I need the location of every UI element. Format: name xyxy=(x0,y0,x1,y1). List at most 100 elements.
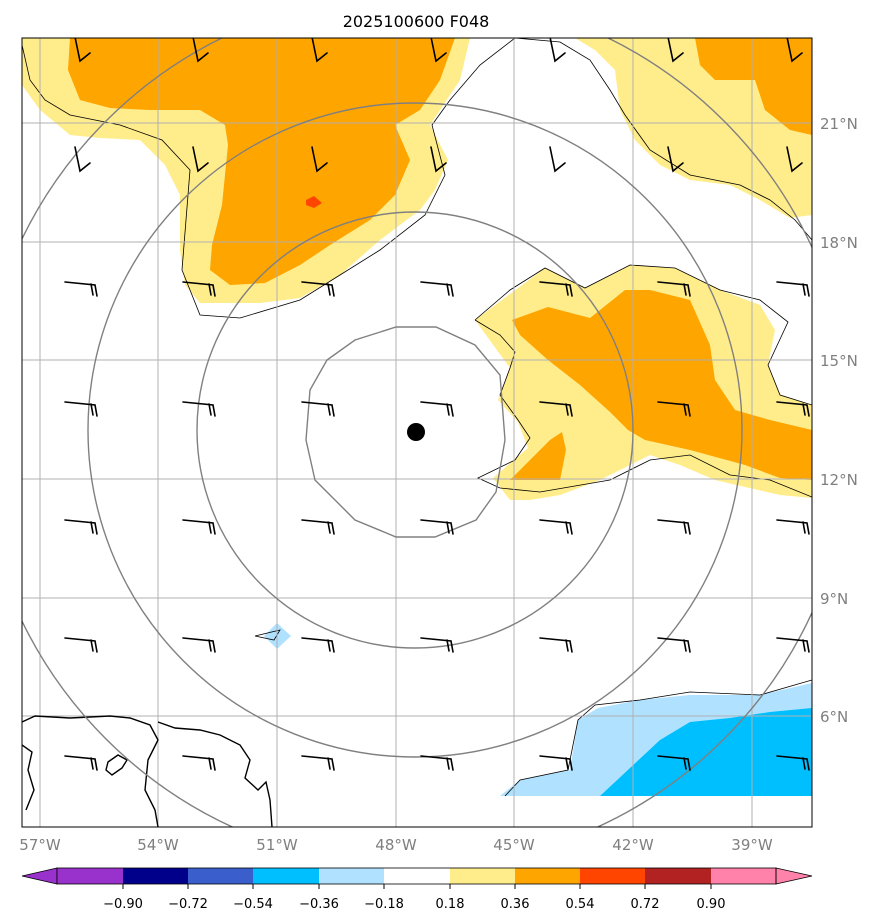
colorbar-segment xyxy=(384,868,450,884)
map-area xyxy=(22,38,812,827)
wind-barb xyxy=(657,401,691,417)
wind-barb xyxy=(549,146,566,173)
colorbar-segment xyxy=(188,868,253,884)
wind-barb xyxy=(64,281,98,297)
colorbar-segment xyxy=(711,868,776,884)
contour-lines xyxy=(22,38,812,797)
wind-barb xyxy=(786,38,803,63)
wind-barb xyxy=(657,281,691,297)
lon-label: 42°W xyxy=(612,836,654,854)
wind-barb xyxy=(192,146,209,173)
wind-barb xyxy=(667,38,684,63)
lat-label: 21°N xyxy=(820,115,858,133)
wind-barb xyxy=(539,281,573,297)
wind-barb xyxy=(301,637,335,653)
range-ring-1 xyxy=(305,326,506,538)
colorbar-segment xyxy=(515,868,580,884)
anomaly-area-peak xyxy=(306,196,322,208)
colorbar-segments xyxy=(57,868,776,884)
wind-barb xyxy=(64,637,98,653)
range-ring-3 xyxy=(87,102,743,758)
wind-barb xyxy=(64,755,98,771)
colorbar-labels: −0.90 −0.72 −0.54 −0.36 −0.18 0.18 0.36 … xyxy=(103,897,725,912)
wind-barb xyxy=(182,401,216,417)
wind-barb xyxy=(776,401,810,417)
colorbar-tick-label: −0.18 xyxy=(364,897,404,912)
wind-barb xyxy=(776,755,810,771)
colorbar-tick-label: 0.36 xyxy=(501,897,530,912)
range-ring-2 xyxy=(196,211,634,649)
wind-barb xyxy=(776,519,810,535)
lon-label: 54°W xyxy=(137,836,179,854)
wind-barb xyxy=(182,637,216,653)
wind-barb xyxy=(301,755,335,771)
wind-barb xyxy=(74,38,91,63)
lat-label: 15°N xyxy=(820,352,858,370)
colorbar-segment xyxy=(580,868,645,884)
colorbar-tick-label: 0.18 xyxy=(436,897,465,912)
lon-label: 57°W xyxy=(19,836,61,854)
lat-label: 12°N xyxy=(820,471,858,489)
wind-barb xyxy=(657,519,691,535)
lon-label: 45°W xyxy=(493,836,535,854)
colorbar-tick-label: 0.90 xyxy=(697,897,726,912)
wind-barb xyxy=(301,519,335,535)
wind-barbs xyxy=(64,38,810,771)
wind-barb xyxy=(420,401,454,417)
wind-barb xyxy=(430,38,447,63)
wind-barb xyxy=(301,401,335,417)
lat-label: 6°N xyxy=(820,708,848,726)
wind-barb xyxy=(430,146,447,173)
lon-label: 48°W xyxy=(375,836,417,854)
wind-barb xyxy=(539,637,573,653)
colorbar-tick-label: −0.90 xyxy=(103,897,143,912)
wind-barb xyxy=(64,519,98,535)
lat-label: 9°N xyxy=(820,590,848,608)
wind-barb xyxy=(420,281,454,297)
anomaly-area-east-core-small xyxy=(510,432,566,480)
wind-barb xyxy=(667,146,684,173)
wind-barb xyxy=(657,755,691,771)
lat-label: 18°N xyxy=(820,234,858,252)
colorbar-ticks xyxy=(122,884,712,889)
wind-barb xyxy=(549,38,566,63)
wind-barb xyxy=(311,146,328,173)
range-rings xyxy=(22,38,812,827)
wind-barb xyxy=(64,401,98,417)
colorbar-extend-high xyxy=(775,867,813,885)
wind-barb xyxy=(776,637,810,653)
wind-barb xyxy=(311,38,328,63)
wind-barb xyxy=(192,38,209,63)
colorbar-segment xyxy=(123,868,188,884)
anomaly-area-south-core xyxy=(600,708,812,796)
wind-barb xyxy=(182,519,216,535)
longitude-labels: 57°W 54°W 51°W 48°W 45°W 42°W 39°W xyxy=(19,836,773,854)
colorbar-tick-label: −0.54 xyxy=(233,897,273,912)
wind-barb xyxy=(539,401,573,417)
wind-barb xyxy=(420,519,454,535)
latitude-labels: 6°N 9°N 12°N 15°N 18°N 21°N xyxy=(820,115,858,726)
wind-barb xyxy=(539,519,573,535)
wind-barb xyxy=(539,755,573,771)
colorbar-segment xyxy=(319,868,384,884)
colorbar-tick-label: −0.72 xyxy=(168,897,208,912)
colorbar-segment xyxy=(253,868,319,884)
colorbar: −0.90 −0.72 −0.54 −0.36 −0.18 0.18 0.36 … xyxy=(21,867,813,912)
anomaly-area-east-core xyxy=(512,290,812,480)
wind-barb xyxy=(301,281,335,297)
wind-barb xyxy=(420,637,454,653)
wind-barb xyxy=(657,637,691,653)
colorbar-frame xyxy=(56,867,777,885)
map-frame xyxy=(21,37,813,828)
colorbar-tick-label: 0.54 xyxy=(566,897,595,912)
wind-barb xyxy=(420,755,454,771)
positive-anomaly-areas xyxy=(22,38,812,500)
negative-anomaly-areas xyxy=(264,623,812,796)
coastline xyxy=(22,715,273,827)
anomaly-area-ne-core xyxy=(695,38,812,135)
storm-center-marker xyxy=(407,423,425,441)
wind-barb xyxy=(776,281,810,297)
wind-barb xyxy=(786,146,803,173)
colorbar-tick-label: −0.36 xyxy=(299,897,339,912)
